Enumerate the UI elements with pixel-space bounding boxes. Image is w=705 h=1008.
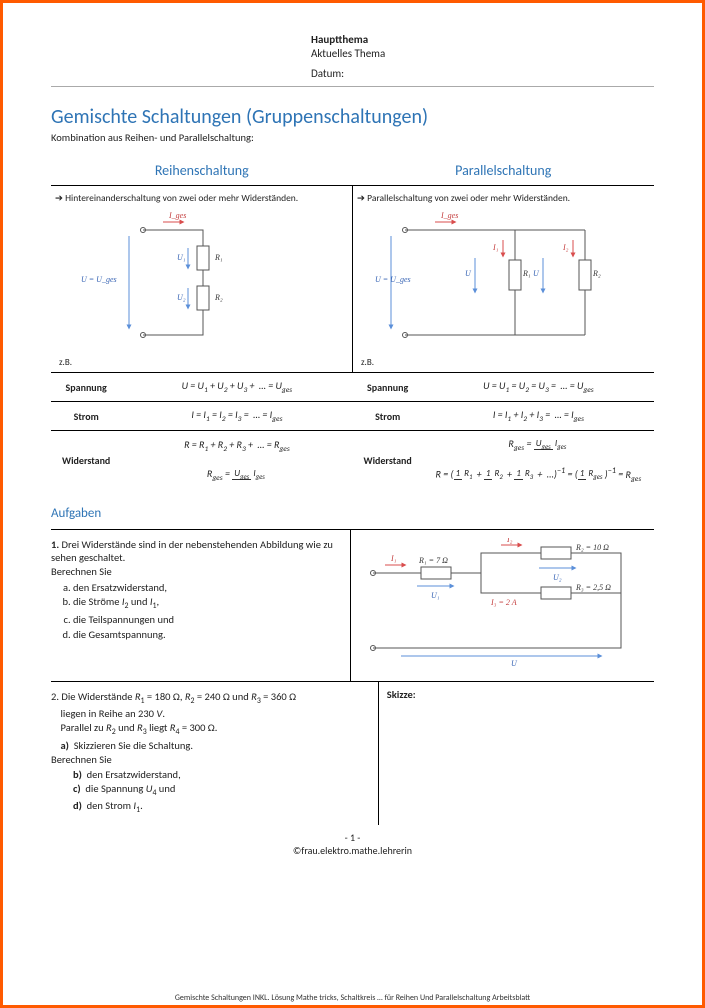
- page-num: - 1 -: [51, 831, 654, 844]
- cell-r1: U = U1 = U2 = U3 = … = Uges: [423, 373, 654, 402]
- col-left-h: Reihenschaltung: [51, 158, 353, 185]
- zb-right: z.B.: [361, 357, 650, 368]
- svg-text:U₂: U₂: [553, 573, 562, 582]
- hdr-thema: Aktuelles Thema: [311, 47, 654, 61]
- task1-circuit-diagram: I₁ I₂ U₁ U₂ U I₃ = 2 A R₁ = 7 Ω R₂ = 10 …: [361, 538, 651, 668]
- cell-l1: U = U1 + U2 + U3 + … = Uges: [121, 373, 352, 402]
- svg-text:U: U: [465, 269, 472, 278]
- diag-right: Parallelschaltung von zwei oder mehr Wid…: [352, 186, 654, 372]
- formula-table: Spannung U = U1 + U2 + U3 + … = Uges Spa…: [51, 372, 654, 489]
- svg-text:R₂: R₂: [214, 293, 223, 302]
- task1-fig: I₁ I₂ U₁ U₂ U I₃ = 2 A R₁ = 7 Ω R₂ = 10 …: [350, 530, 654, 681]
- row-strom-l: Strom: [51, 402, 121, 431]
- aufgaben-h: Aufgaben: [51, 506, 654, 521]
- row-strom-r: Strom: [352, 402, 422, 431]
- svg-text:I₂: I₂: [506, 538, 513, 544]
- zb-left: z.B.: [59, 357, 348, 368]
- row-span-r: Spannung: [352, 373, 422, 402]
- svg-text:U: U: [533, 269, 540, 278]
- svg-text:R₂ = 10 Ω: R₂ = 10 Ω: [575, 543, 609, 552]
- svg-text:I₃ = 2 A: I₃ = 2 A: [490, 598, 517, 607]
- svg-text:U₁: U₁: [431, 591, 440, 600]
- diagram-row: Hintereinanderschaltung von zwei oder me…: [51, 186, 654, 372]
- svg-text:I₂: I₂: [562, 243, 569, 252]
- col-headers: Reihenschaltung Parallelschaltung: [51, 158, 654, 186]
- svg-text:U₁: U₁: [177, 253, 186, 262]
- svg-text:U: U: [511, 659, 518, 668]
- cell-l3: R = R1 + R2 + R3 + … = Rges Rges = UgesI…: [121, 431, 352, 490]
- col-right-h: Parallelschaltung: [353, 158, 655, 185]
- desc-left: Hintereinanderschaltung von zwei oder me…: [55, 192, 348, 204]
- svg-text:I₁: I₁: [492, 243, 499, 252]
- task1-c: die Teilspannungen und: [73, 613, 344, 627]
- page-title: Gemischte Schaltungen (Gruppenschaltunge…: [51, 105, 654, 129]
- series-circuit-diagram: I_ges U₁ U₂ U = U_ges R₁ R₂: [73, 210, 283, 350]
- svg-text:R₁ = 7 Ω: R₁ = 7 Ω: [418, 556, 448, 565]
- task2-ber: Berechnen Sie: [51, 753, 112, 766]
- skizze-label: Skizze:: [387, 688, 416, 701]
- svg-text:I_ges: I_ges: [168, 211, 186, 220]
- task2-text: 2. Die Widerstände R1 = 180 Ω, R2 = 240 …: [51, 682, 378, 826]
- task1-d: die Gesamtspannung.: [73, 628, 344, 642]
- svg-text:U = U_ges: U = U_ges: [375, 275, 411, 284]
- svg-text:R₁: R₁: [214, 253, 223, 262]
- svg-text:R₂: R₂: [592, 269, 601, 278]
- row-span-l: Spannung: [51, 373, 121, 402]
- task2-skizze: Skizze:: [378, 682, 654, 826]
- task2-a: Skizzieren Sie die Schaltung.: [74, 739, 193, 752]
- subtitle: Kombination aus Reihen- und Parallelscha…: [51, 131, 654, 144]
- hdr-datum: Datum:: [311, 67, 654, 81]
- header: Hauptthema Aktuelles Thema Datum:: [311, 33, 654, 80]
- task2-row: 2. Die Widerstände R1 = 180 Ω, R2 = 240 …: [51, 681, 654, 826]
- diag-left: Hintereinanderschaltung von zwei oder me…: [51, 186, 352, 372]
- task1-intro: Drei Widerstände sind in der nebenstehen…: [51, 538, 333, 565]
- svg-text:U₂: U₂: [177, 293, 186, 302]
- task1-text: 1. Drei Widerstände sind in der nebenste…: [51, 530, 350, 681]
- hdr-haupt: Hauptthema: [311, 33, 654, 47]
- cell-r2: I = I1 + I2 + I3 = … = Iges: [423, 402, 654, 431]
- svg-text:R₃ = 2,5 Ω: R₃ = 2,5 Ω: [575, 583, 611, 592]
- task1-a: den Ersatzwiderstand,: [73, 581, 344, 595]
- svg-text:R₁: R₁: [522, 269, 531, 278]
- svg-text:I₁: I₁: [390, 554, 397, 563]
- task1-ber: Berechnen Sie: [51, 565, 112, 578]
- desc-right: Parallelschaltung von zwei oder mehr Wid…: [357, 192, 650, 204]
- task1-b: die Ströme I2 und I1,: [73, 595, 344, 612]
- page-footer: - 1 - ©frau.elektro.mathe.lehrerin: [51, 831, 654, 857]
- task2-b: den Ersatzwiderstand,: [87, 768, 181, 781]
- row-wider-l: Widerstand: [51, 431, 121, 490]
- hdr-sep: [51, 86, 654, 87]
- cell-r3: Rges = UgesIges R = (1R1 + 1R2 + 1R3 + ……: [423, 431, 654, 490]
- caption: Gemischte Schaltungen INKL. Lösung Mathe…: [3, 993, 702, 1003]
- credit: ©frau.elektro.mathe.lehrerin: [51, 844, 654, 857]
- svg-text:I_ges: I_ges: [440, 211, 458, 220]
- task1-row: 1. Drei Widerstände sind in der nebenste…: [51, 529, 654, 681]
- svg-text:U = U_ges: U = U_ges: [81, 275, 117, 284]
- parallel-circuit-diagram: I_ges I₁ I₂ U U U = U_ges R₁ R₂: [375, 210, 625, 350]
- cell-l2: I = I1 = I2 = I3 = … = Iges: [121, 402, 352, 431]
- row-wider-r: Widerstand: [352, 431, 422, 490]
